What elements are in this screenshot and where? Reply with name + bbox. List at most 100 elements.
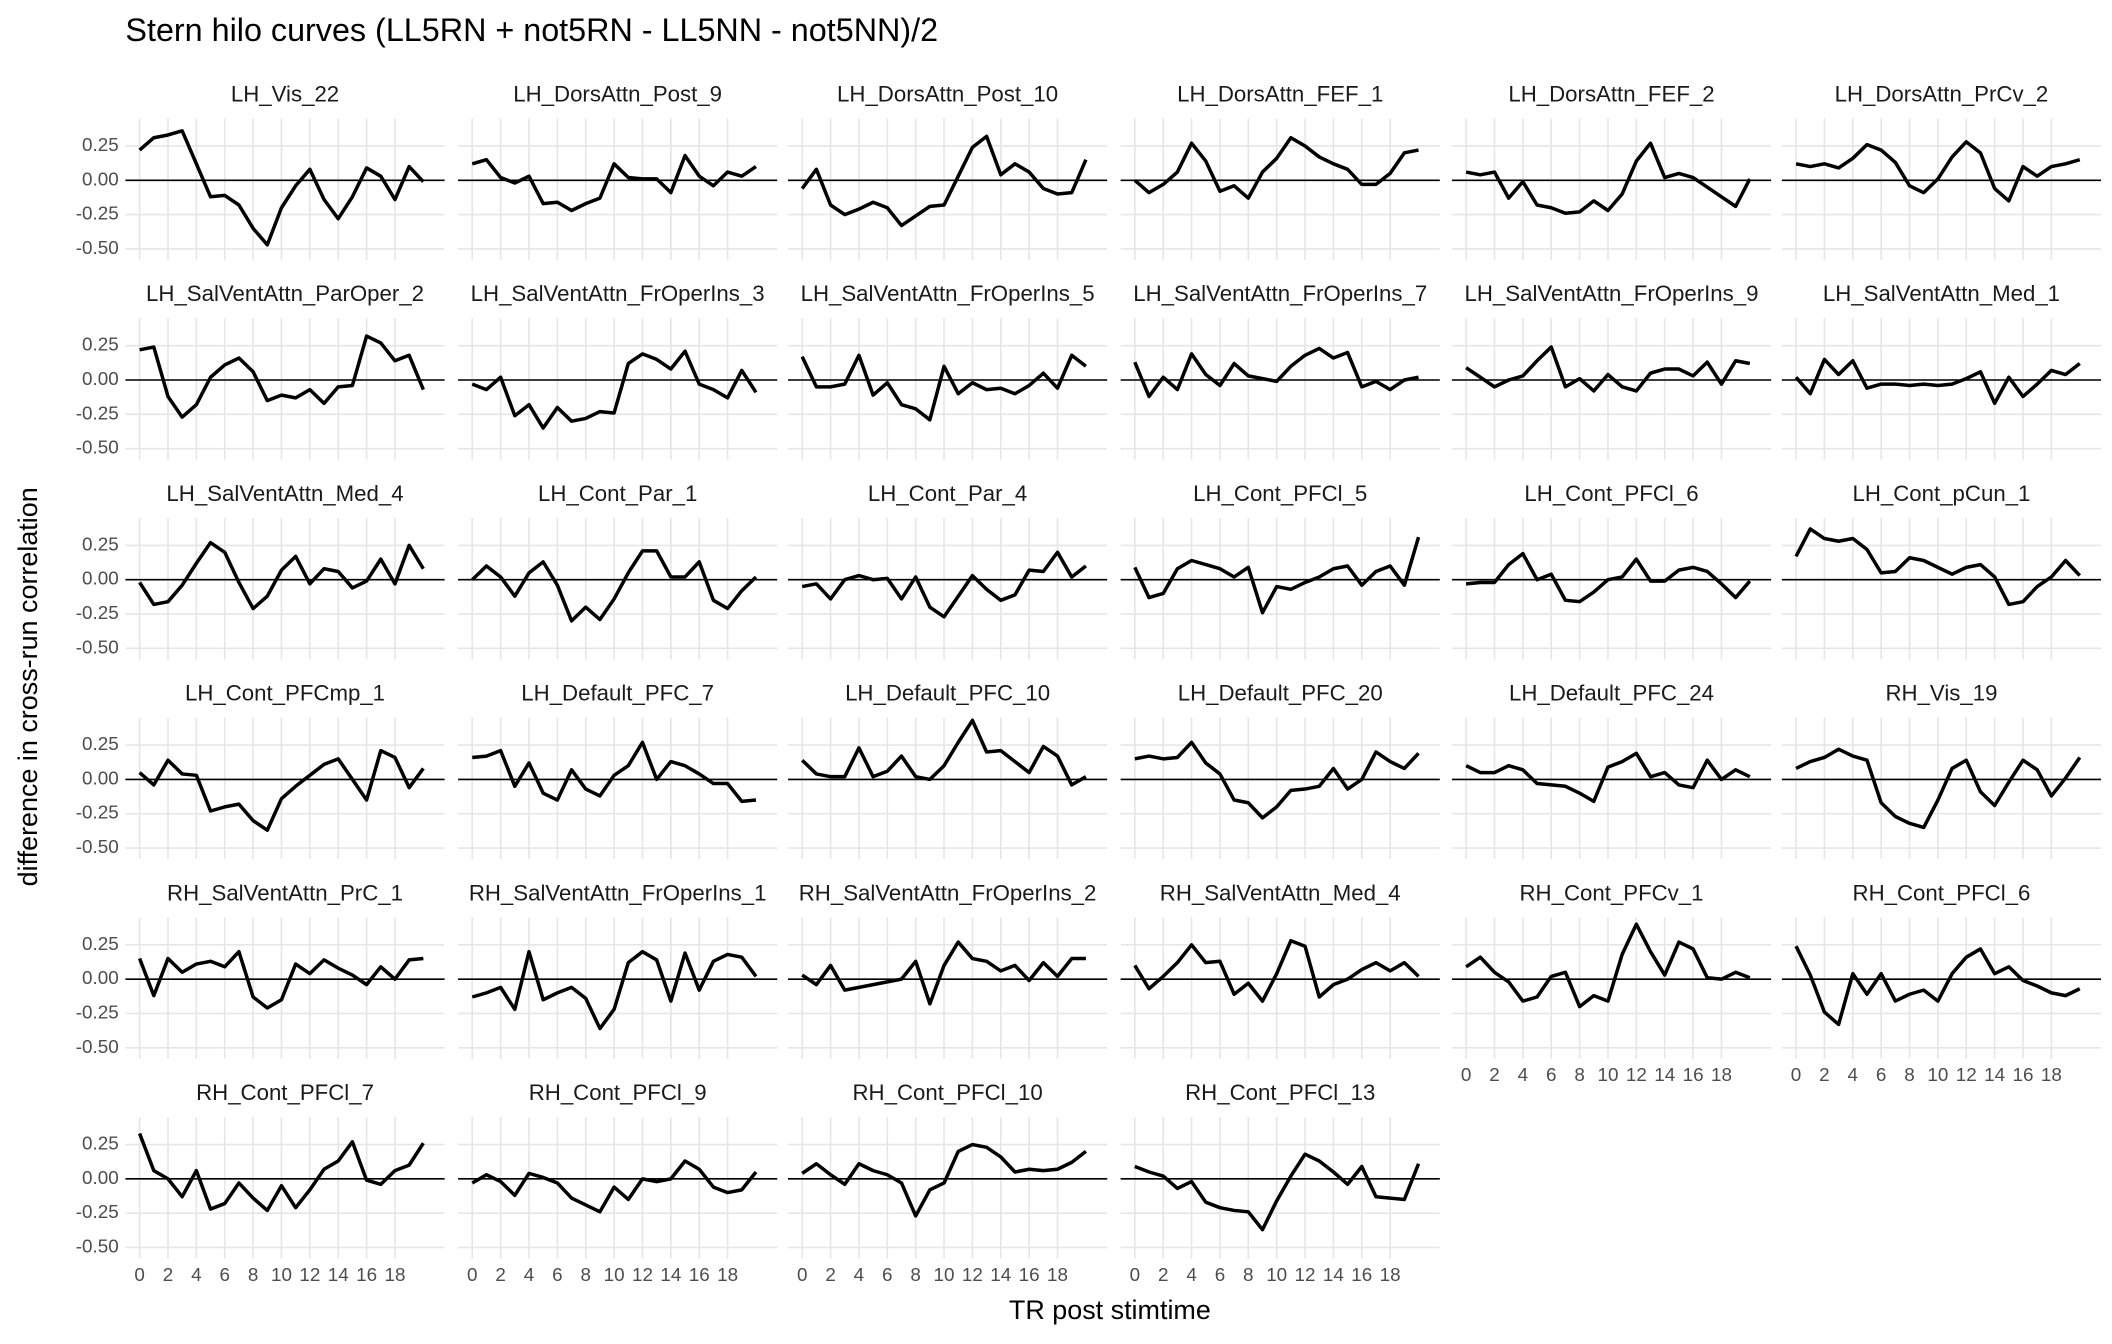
panel: RH_Vis_19 <box>1781 681 2102 860</box>
panel-title: LH_Default_PFC_20 <box>1178 681 1383 706</box>
panel-title: RH_SalVentAttn_Med_4 <box>1160 880 1401 905</box>
x-tick-label: 2 <box>163 1264 173 1285</box>
x-tick-label: 16 <box>2013 1064 2034 1085</box>
x-tick-label: 12 <box>1626 1064 1647 1085</box>
x-tick-label: 10 <box>1266 1264 1287 1285</box>
panel-title: LH_Cont_PFCl_5 <box>1193 481 1367 506</box>
panel-title: RH_Cont_PFCv_1 <box>1520 880 1704 905</box>
x-tick-label: 18 <box>2041 1064 2062 1085</box>
series-line <box>471 153 757 213</box>
chart-title: Stern hilo curves (LL5RN + not5RN - LL5N… <box>125 12 938 48</box>
x-tick-label: 10 <box>1927 1064 1948 1085</box>
y-tick-label: -0.50 <box>76 636 119 657</box>
y-tick-label: 0.25 <box>82 1133 119 1154</box>
x-tick-label: 18 <box>1711 1064 1732 1085</box>
y-tick-label: 0.25 <box>82 334 119 355</box>
panel-title: LH_DorsAttn_Post_10 <box>837 81 1058 106</box>
y-tick-label: -0.25 <box>76 1201 119 1222</box>
y-tick-label: -0.50 <box>76 1235 119 1256</box>
panel-title: LH_Default_PFC_10 <box>845 681 1050 706</box>
panel: LH_DorsAttn_Post_10 <box>788 81 1108 260</box>
panel-title: RH_Cont_PFCl_6 <box>1853 880 2031 905</box>
panel-title: LH_Cont_Par_1 <box>538 481 697 506</box>
panel: LH_DorsAttn_FEF_2 <box>1451 81 1772 260</box>
series-line <box>1465 345 1751 393</box>
y-tick-label: 0.25 <box>82 533 119 554</box>
panel-title: LH_Default_PFC_24 <box>1509 681 1714 706</box>
y-tick-label: -0.25 <box>76 203 119 224</box>
x-tick-label: 4 <box>1848 1064 1858 1085</box>
x-tick-label: 10 <box>604 1264 625 1285</box>
series-line <box>800 718 1087 787</box>
x-tick-label: 12 <box>1295 1264 1316 1285</box>
y-tick-label: -0.25 <box>76 402 119 423</box>
panel: RH_SalVentAttn_FrOperIns_2 <box>788 880 1108 1059</box>
series-line <box>801 1142 1087 1218</box>
series-line <box>1134 1152 1421 1232</box>
x-tick-label: 0 <box>1791 1064 1801 1085</box>
series-line <box>471 949 758 1031</box>
series-line <box>1465 141 1752 215</box>
y-tick-label: 0.00 <box>82 368 119 389</box>
panel-title: LH_DorsAttn_PrCv_2 <box>1835 81 2049 106</box>
panel-title: LH_SalVentAttn_Med_1 <box>1823 281 2060 306</box>
x-tick-label: 10 <box>271 1264 292 1285</box>
x-tick-label: 14 <box>660 1264 681 1285</box>
panel: LH_Default_PFC_24 <box>1451 681 1772 860</box>
x-tick-label: 10 <box>934 1264 955 1285</box>
series-line <box>1465 751 1751 804</box>
series-line <box>138 540 425 611</box>
panel: RH_Cont_PFCl_7 -0.50 -0.25 0.00 0.25 0 2 4 6 8 10 1… <box>76 1080 445 1285</box>
panel: RH_Cont_PFCl_13 0 2 4 6 8 10 12 14 16 18 <box>1120 1080 1440 1285</box>
x-tick-label: 16 <box>1351 1264 1372 1285</box>
panel-title: RH_SalVentAttn_PrC_1 <box>167 880 403 905</box>
x-tick-label: 4 <box>854 1264 864 1285</box>
panel-title: RH_Cont_PFCl_10 <box>852 1080 1042 1105</box>
panel: RH_Cont_PFCl_10 0 2 4 6 8 10 12 14 16 18 <box>788 1080 1108 1285</box>
y-tick-label: 0.00 <box>82 168 119 189</box>
x-tick-label: 0 <box>797 1264 807 1285</box>
series-line <box>1133 938 1420 1003</box>
panel-title: LH_Cont_PFCmp_1 <box>185 681 385 706</box>
x-tick-label: 6 <box>1546 1064 1556 1085</box>
y-tick-label: 0.00 <box>82 568 119 589</box>
series-line <box>138 748 425 832</box>
panel-title: LH_Cont_PFCl_6 <box>1524 481 1698 506</box>
x-tick-label: 0 <box>467 1264 477 1285</box>
panel: LH_Cont_PFCl_6 <box>1451 481 1772 660</box>
series-line <box>138 129 425 247</box>
series-line <box>137 1132 425 1213</box>
series-line <box>1465 551 1752 604</box>
series-line <box>472 740 757 804</box>
series-line <box>1133 135 1419 200</box>
panel-title: LH_SalVentAttn_ParOper_2 <box>146 281 424 306</box>
x-tick-label: 2 <box>1489 1064 1499 1085</box>
x-tick-label: 8 <box>1243 1264 1253 1285</box>
series-line <box>1795 747 2082 830</box>
x-tick-label: 12 <box>632 1264 653 1285</box>
series-line <box>1465 922 1751 1009</box>
panel: LH_SalVentAttn_ParOper_2 -0.50 -0.25 0.00 0.… <box>76 281 445 460</box>
x-tick-label: 6 <box>552 1264 562 1285</box>
panel-title: RH_SalVentAttn_FrOperIns_1 <box>469 880 767 905</box>
x-axis-label: TR post stimtime <box>1009 1295 1211 1325</box>
panel: LH_Cont_Par_4 <box>788 481 1108 660</box>
y-tick-label: -0.50 <box>76 836 119 857</box>
panel-title: RH_Cont_PFCl_13 <box>1185 1080 1375 1105</box>
x-tick-label: 8 <box>580 1264 590 1285</box>
panel: LH_Cont_PFCl_5 <box>1120 481 1440 660</box>
y-tick-label: 0.00 <box>82 967 119 988</box>
panel-title: LH_Cont_Par_4 <box>868 481 1027 506</box>
panel: LH_SalVentAttn_FrOperIns_7 <box>1120 281 1440 460</box>
panel: LH_Cont_pCun_1 <box>1781 481 2102 660</box>
panel-title: RH_Cont_PFCl_7 <box>196 1080 374 1105</box>
series-line <box>1134 740 1420 820</box>
x-tick-label: 0 <box>134 1264 144 1285</box>
series-line <box>1794 945 2081 1027</box>
panel-title: LH_SalVentAttn_FrOperIns_9 <box>1465 281 1759 306</box>
panel: LH_Vis_22 -0.50 -0.25 0.00 0.25 <box>76 81 445 260</box>
x-tick-label: 16 <box>1683 1064 1704 1085</box>
x-tick-label: 0 <box>1461 1064 1471 1085</box>
